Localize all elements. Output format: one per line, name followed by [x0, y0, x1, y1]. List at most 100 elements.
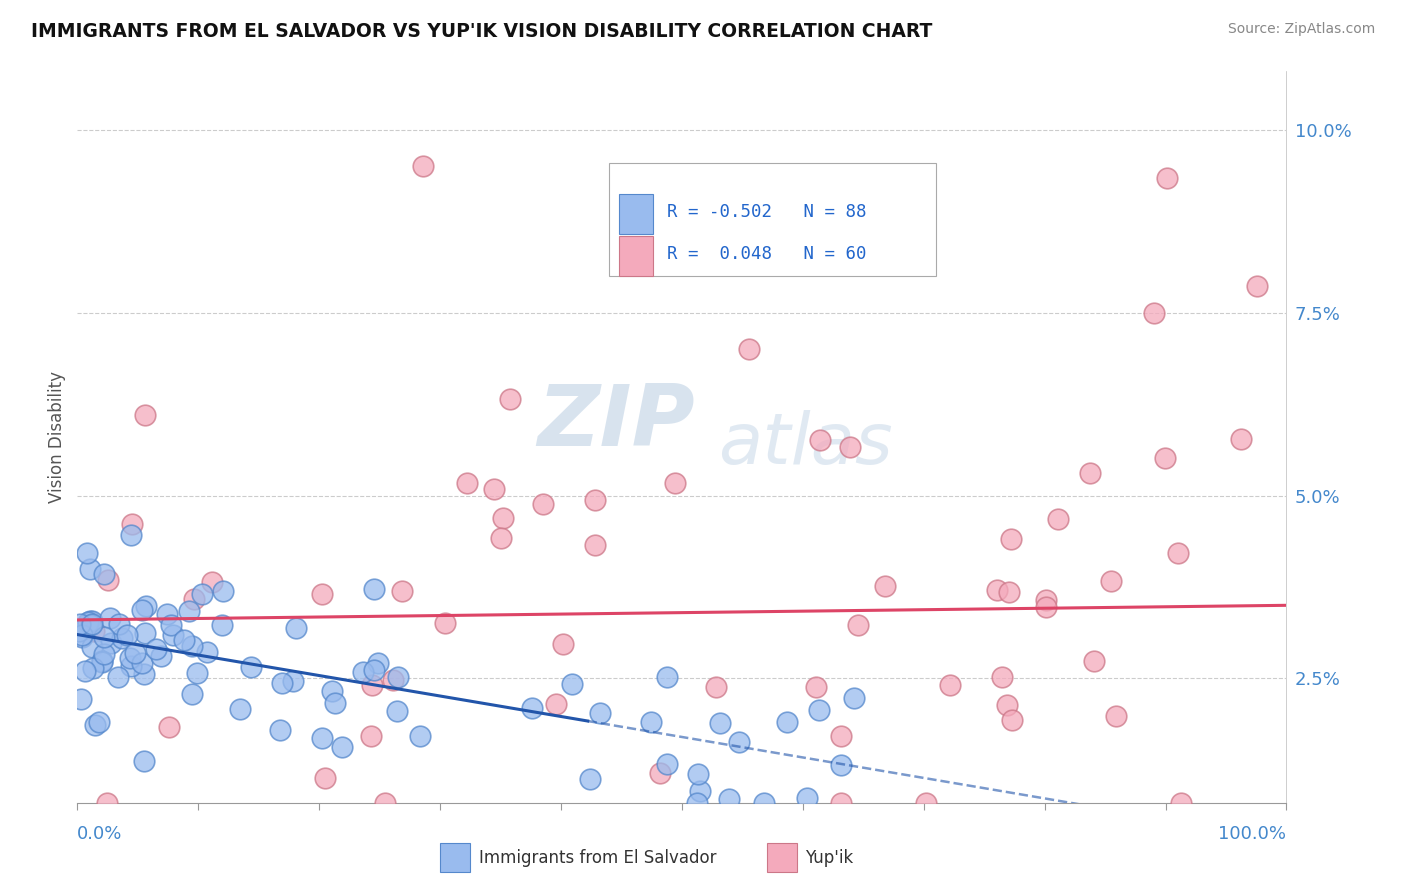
Point	[73, 664, 96, 678]
Point	[1246, 279, 1268, 293]
Point	[367, 656, 389, 670]
Point	[271, 676, 294, 690]
Point	[1142, 306, 1164, 320]
Point	[100, 636, 122, 650]
Point	[484, 482, 506, 496]
Point	[69, 616, 91, 631]
Point	[830, 758, 852, 772]
Point	[363, 582, 385, 596]
Bar	[440, 843, 470, 872]
Point	[583, 538, 606, 552]
Point	[93, 647, 115, 661]
Point	[846, 618, 869, 632]
Point	[583, 492, 606, 507]
Point	[87, 715, 110, 730]
Point	[195, 645, 218, 659]
Point	[91, 655, 114, 669]
Point	[269, 723, 291, 738]
Point	[321, 683, 343, 698]
Point	[808, 703, 831, 717]
Point	[1035, 593, 1057, 607]
Point	[1156, 170, 1178, 185]
Point	[360, 729, 382, 743]
Point	[728, 735, 751, 749]
Point	[131, 656, 153, 670]
Point	[808, 433, 831, 447]
Point	[648, 765, 671, 780]
Point	[177, 604, 200, 618]
Point	[938, 678, 960, 692]
Point	[997, 585, 1019, 599]
Point	[806, 680, 828, 694]
Text: 100.0%: 100.0%	[1219, 825, 1286, 843]
Point	[314, 771, 336, 785]
Point	[1105, 708, 1128, 723]
Point	[664, 475, 686, 490]
Point	[412, 160, 434, 174]
Point	[1000, 533, 1022, 547]
Point	[82, 616, 104, 631]
Point	[1229, 433, 1251, 447]
Point	[704, 680, 727, 694]
Point	[531, 497, 554, 511]
Point	[839, 441, 862, 455]
Point	[159, 617, 181, 632]
Point	[830, 796, 852, 810]
Point	[145, 642, 167, 657]
Text: 0.0%: 0.0%	[77, 825, 122, 843]
Point	[76, 546, 98, 560]
Point	[91, 654, 114, 668]
Point	[135, 599, 157, 613]
Point	[1083, 654, 1105, 668]
Point	[433, 616, 456, 631]
Text: Source: ZipAtlas.com: Source: ZipAtlas.com	[1227, 22, 1375, 37]
Point	[361, 678, 384, 692]
Point	[120, 659, 142, 673]
Point	[281, 674, 304, 689]
Point	[212, 583, 235, 598]
Point	[157, 720, 180, 734]
Point	[387, 670, 409, 684]
Point	[689, 784, 711, 798]
Point	[83, 624, 105, 639]
Point	[409, 729, 432, 743]
Text: IMMIGRANTS FROM EL SALVADOR VS YUP'IK VISION DISABILITY CORRELATION CHART: IMMIGRANTS FROM EL SALVADOR VS YUP'IK VI…	[31, 22, 932, 41]
Point	[311, 587, 333, 601]
Point	[131, 603, 153, 617]
Point	[374, 796, 396, 810]
Point	[121, 516, 143, 531]
Point	[100, 610, 122, 624]
Point	[110, 631, 132, 645]
Point	[551, 637, 574, 651]
Point	[1099, 574, 1122, 589]
Point	[67, 624, 90, 638]
Point	[579, 772, 602, 787]
Point	[80, 640, 103, 654]
Point	[115, 628, 138, 642]
Point	[330, 740, 353, 755]
Point	[69, 692, 91, 706]
Point	[986, 583, 1008, 598]
Point	[1001, 714, 1024, 728]
Point	[842, 691, 865, 706]
Point	[93, 567, 115, 582]
Point	[180, 639, 202, 653]
Point	[1078, 466, 1101, 480]
Point	[752, 796, 775, 810]
Point	[655, 670, 678, 684]
Point	[323, 696, 346, 710]
Point	[173, 632, 195, 647]
Bar	[619, 235, 652, 276]
Point	[240, 660, 263, 674]
Point	[1170, 796, 1192, 810]
Point	[830, 729, 852, 743]
Point	[229, 702, 252, 716]
Point	[186, 666, 208, 681]
Point	[915, 796, 938, 810]
Point	[382, 673, 405, 688]
Point	[70, 630, 93, 644]
Text: ZIP: ZIP	[537, 381, 695, 464]
Point	[156, 607, 179, 621]
Point	[149, 648, 172, 663]
Point	[391, 583, 413, 598]
